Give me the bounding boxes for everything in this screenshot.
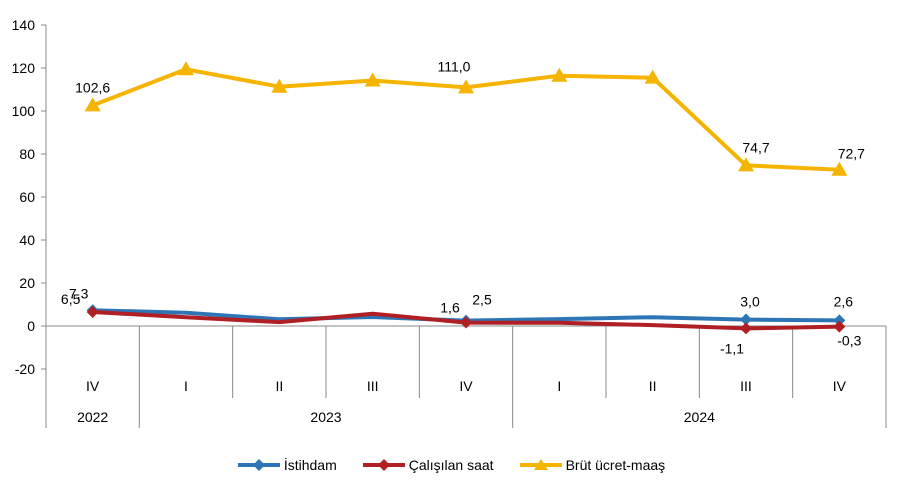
data-label-0: 2,6 [834,293,854,309]
data-label-layer: 7,3 2,5 3,0 2,6 6,5 1,6 -1,1 -0,3 102,6 111,0 74,7… [61,58,865,356]
x-tick-label-year: 2023 [310,409,341,425]
x-tick-label-quarter: IV [459,378,473,394]
data-label-2: 111,0 [438,58,471,74]
x-tick-label-year: 2024 [684,409,715,425]
data-point-2 [644,69,661,84]
x-tick-label-quarter: I [557,378,561,394]
x-tick-label-quarter: I [184,378,188,394]
y-tick-label: 20 [19,275,35,291]
data-label-1: 1,6 [440,300,460,316]
x-tick-label-quarter: III [367,378,379,394]
legend-label-brut-ucret-maas: Brüt ücret-maaş [565,457,666,473]
data-label-0: 3,0 [740,294,760,310]
data-point-1 [86,306,99,319]
legend-item-calisilan-saat: Çalışılan saat [362,457,494,473]
data-point-2 [458,79,474,94]
data-point-0 [740,313,752,326]
data-label-1: -1,1 [720,340,744,356]
legend-label-istihdam: İstihdam [283,457,337,473]
y-tick-label: 140 [12,17,36,33]
data-point-2 [84,97,101,112]
x-tick-label-quarter: III [740,378,752,394]
y-tick-label: 120 [12,60,36,76]
data-point-2 [551,67,568,82]
y-tick-label: 100 [12,103,36,119]
data-point-2 [831,161,848,176]
data-label-2: 72,7 [838,146,865,162]
y-tick-label: 40 [19,232,35,248]
legend-swatch-calisilan-saat [362,459,405,471]
legend-item-brut-ucret-maas: Brüt ücret-maaş [519,457,666,473]
x-tick-label-quarter: IV [86,378,100,394]
series-layer [84,61,848,335]
y-tick-label: -20 [15,361,35,377]
data-point-0 [833,314,846,327]
x-tick-label-quarter: II [649,378,657,394]
data-label-0: 2,5 [472,292,492,308]
legend-swatch-istihdam [237,459,280,471]
legend-label-calisilan-saat: Çalışılan saat [408,457,494,473]
x-tick-label-year: 2022 [77,409,108,425]
data-label-1: -0,3 [837,333,861,349]
data-label-2: 102,6 [75,79,110,95]
legend: İstihdam Çalışılan saat Brüt ücret-maaş [0,452,903,478]
data-point-2 [364,72,381,87]
x-tick-label-quarter: IV [833,378,847,394]
data-label-0: 7,3 [69,285,89,301]
data-point-2 [271,78,288,93]
data-point-2 [178,61,194,76]
data-label-1: 6,5 [61,291,81,307]
x-tick-label-quarter: II [275,378,283,394]
data-point-2 [738,157,754,172]
legend-item-istihdam: İstihdam [237,457,337,473]
legend-swatch-brut-ucret-maas [519,459,562,470]
y-tick-label: 60 [19,189,35,205]
data-point-1 [833,320,846,333]
data-point-1 [740,322,752,335]
data-label-2: 74,7 [742,139,769,155]
y-tick-label: 80 [19,146,35,162]
y-tick-label: 0 [27,318,35,334]
data-point-1 [460,316,472,329]
